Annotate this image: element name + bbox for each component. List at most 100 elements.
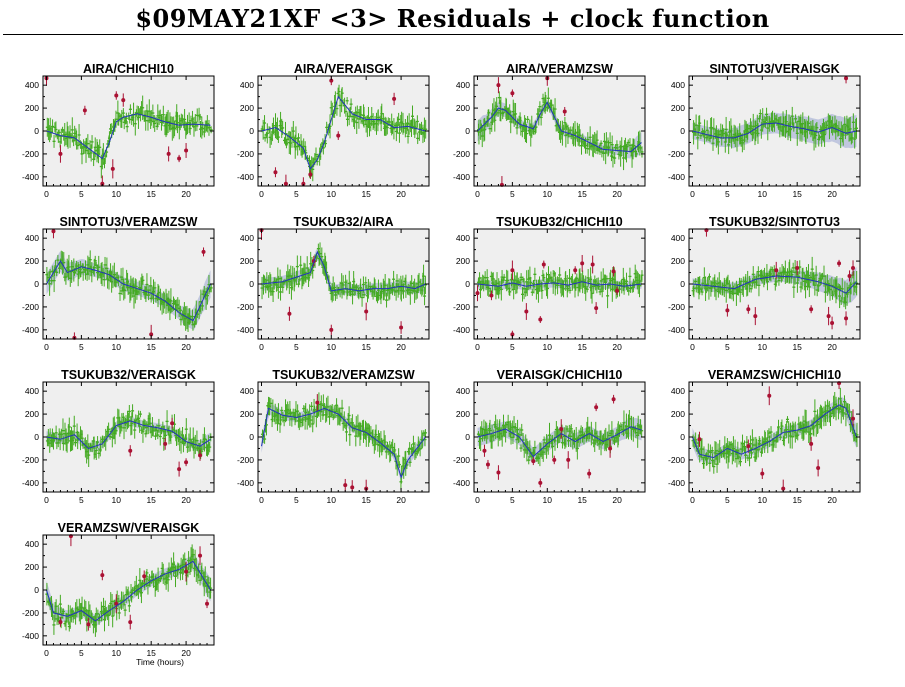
plot-area — [43, 76, 214, 186]
residual-points — [260, 242, 427, 308]
y-tick-label: -200 — [668, 149, 685, 159]
x-tick-label: 10 — [543, 495, 553, 505]
x-tick-label: 20 — [827, 342, 837, 352]
subplot-8: TSUKUB32/SINTOTU3 -400 -200 0 200 400 0 5 10 15 20 — [668, 215, 861, 352]
subplot-title: TSUKUB32/SINTOTU3 — [709, 215, 840, 229]
outlier-point — [482, 448, 487, 453]
subplot-title: TSUKUB32/VERAISGK — [61, 368, 196, 382]
clock-function-line — [477, 426, 642, 458]
x-tick-label: 20 — [827, 495, 837, 505]
outlier-point — [809, 307, 814, 312]
subplot-5: SINTOTU3/VERAMZSW -400 -200 0 200 400 0 5 10 15 20 — [22, 215, 215, 352]
y-tick-label: 200 — [25, 103, 39, 113]
subplot-9: TSUKUB32/VERAISGK -400 -200 0 200 400 0 5 10 15 20 — [22, 368, 215, 505]
y-tick-label: 400 — [240, 233, 254, 243]
x-tick-label: 15 — [577, 342, 587, 352]
outlier-point — [201, 249, 206, 254]
outlier-point — [273, 170, 278, 175]
x-tick-label: 10 — [112, 495, 122, 505]
clock-function-line — [261, 95, 426, 170]
y-tick-label: -400 — [668, 325, 685, 335]
outlier-points — [128, 417, 203, 477]
x-tick-label: 20 — [181, 648, 191, 658]
x-tick-label: 10 — [112, 342, 122, 352]
y-tick-label: 200 — [240, 409, 254, 419]
subplot-6: TSUKUB32/AIRA -400 -200 0 200 400 0 5 10 15 20 — [237, 215, 430, 352]
clock-function-line — [46, 260, 211, 322]
outlier-point — [149, 332, 154, 337]
subplot-7: TSUKUB32/CHICHI10 -400 -200 0 200 400 0 5 10 15 20 — [453, 215, 646, 352]
y-tick-label: 0 — [680, 126, 685, 136]
outlier-point — [562, 109, 567, 114]
outlier-point — [697, 437, 702, 442]
y-tick-label: 200 — [671, 103, 685, 113]
outlier-points — [704, 228, 856, 330]
outlier-point — [746, 307, 751, 312]
y-tick-label: 200 — [671, 409, 685, 419]
outlier-point — [51, 229, 56, 234]
x-tick-label: 10 — [543, 189, 553, 199]
outlier-point — [566, 457, 571, 462]
y-tick-label: -400 — [453, 325, 470, 335]
outlier-point — [510, 91, 515, 96]
plot-area — [258, 76, 429, 186]
y-tick-label: 400 — [456, 386, 470, 396]
clock-function-line — [692, 404, 857, 459]
outlier-point — [114, 601, 119, 606]
y-tick-label: 200 — [240, 103, 254, 113]
outlier-point — [336, 133, 341, 138]
y-tick-label: -200 — [453, 455, 470, 465]
y-tick-label: 200 — [456, 409, 470, 419]
outlier-point — [837, 261, 842, 266]
outlier-point — [110, 166, 115, 171]
subplot-4: SINTOTU3/VERAISGK -400 -200 0 200 400 0 5 10 15 20 — [668, 62, 861, 199]
outlier-point — [163, 441, 168, 446]
outlier-point — [350, 485, 355, 490]
outlier-point — [587, 471, 592, 476]
y-tick-label: 400 — [25, 539, 39, 549]
x-tick-label: 20 — [396, 342, 406, 352]
y-tick-label: 0 — [465, 432, 470, 442]
outlier-points — [697, 381, 856, 492]
x-tick-label: 5 — [79, 648, 84, 658]
y-tick-label: 400 — [456, 80, 470, 90]
x-tick-label: 15 — [361, 189, 371, 199]
x-tick-label: 20 — [181, 342, 191, 352]
x-tick-label: 15 — [577, 495, 587, 505]
outlier-point — [198, 553, 203, 558]
y-tick-label: 0 — [34, 432, 39, 442]
outlier-point — [510, 268, 515, 273]
x-tick-label: 20 — [396, 189, 406, 199]
clock-function-line — [692, 275, 857, 294]
outlier-point — [301, 181, 306, 186]
outlier-point — [82, 108, 87, 113]
y-tick-label: -200 — [453, 302, 470, 312]
x-tick-label: 5 — [725, 189, 730, 199]
outlier-points — [482, 394, 616, 488]
subplot-2: AIRA/VERAISGK -400 -200 0 200 400 0 5 10 15 20 — [237, 62, 430, 199]
y-tick-label: -200 — [22, 302, 39, 312]
x-tick-label: 15 — [146, 189, 156, 199]
x-tick-label: 10 — [327, 495, 337, 505]
x-tick-label: 15 — [577, 189, 587, 199]
outlier-point — [538, 480, 543, 485]
x-tick-label: 10 — [758, 495, 768, 505]
outlier-point — [283, 181, 288, 186]
outlier-point — [86, 622, 91, 627]
outlier-points — [273, 76, 397, 186]
outlier-point — [100, 573, 105, 578]
x-tick-label: 0 — [690, 342, 695, 352]
outlier-point — [608, 446, 613, 451]
x-tick-label: 0 — [475, 342, 480, 352]
outlier-point — [343, 483, 348, 488]
clock-uncertainty-band — [692, 266, 857, 306]
x-tick-label: 0 — [44, 342, 49, 352]
y-tick-label: -200 — [22, 149, 39, 159]
outlier-point — [184, 569, 189, 574]
y-tick-label: -200 — [237, 455, 254, 465]
outlier-point — [58, 151, 63, 156]
x-tick-label: 15 — [146, 495, 156, 505]
residual-points — [692, 106, 858, 155]
outlier-point — [496, 470, 501, 475]
outlier-point — [826, 314, 831, 319]
